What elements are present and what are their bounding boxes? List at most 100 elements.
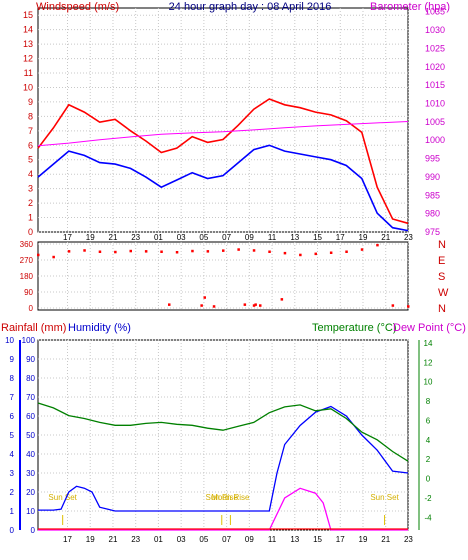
direction-point xyxy=(160,250,163,253)
direction-point xyxy=(314,252,317,256)
wind-x-tick-label: 23 xyxy=(404,233,413,242)
wind-x-tick-label: 23 xyxy=(131,233,140,242)
series-line-barometer xyxy=(37,121,409,147)
temperature-tick-label: 2 xyxy=(426,455,431,464)
direction-point xyxy=(283,251,287,255)
rainfall-tick-label: 1 xyxy=(10,507,15,516)
wind-x-tick-label: 19 xyxy=(359,233,368,242)
annotation-label: Moon Rise xyxy=(211,493,250,502)
windspeed-axis-label: Windspeed (m/s) xyxy=(36,1,119,13)
rainfall-tick-label: 0 xyxy=(10,526,15,535)
barometer-tick-label: 1035 xyxy=(425,7,445,17)
compass-tick-label: N xyxy=(438,303,446,315)
direction-degree-tick-label: 180 xyxy=(20,272,34,281)
direction-point xyxy=(114,250,117,254)
direction-point xyxy=(168,303,171,306)
annotation-label: Sun Set xyxy=(48,493,77,502)
windspeed-tick-label: 8 xyxy=(28,111,33,121)
wind-x-tick-label: 15 xyxy=(313,233,322,242)
wind-x-tick-label: 01 xyxy=(154,233,163,242)
direction-point xyxy=(252,304,256,307)
direction-point xyxy=(175,251,179,254)
humidity-tick-label: 30 xyxy=(26,469,35,478)
barometer-tick-label: 985 xyxy=(425,190,440,200)
temperature-tick-labels: -4 -2 0 2 4 6 8 10 12 14 xyxy=(424,339,433,522)
rainfall-tick-label: 4 xyxy=(10,450,15,459)
climate-x-tick-label: 23 xyxy=(404,535,413,544)
climate-panel-series xyxy=(37,402,409,531)
wind-panel-frame xyxy=(37,7,409,233)
temperature-tick-label: -4 xyxy=(424,513,432,522)
climate-x-tick-label: 19 xyxy=(86,535,95,544)
barometer-tick-label: 1005 xyxy=(425,117,445,127)
temperature-tick-label: -2 xyxy=(424,494,432,503)
direction-point xyxy=(259,304,262,307)
climate-x-tick-label: 11 xyxy=(268,535,277,544)
climate-x-tick-label: 23 xyxy=(131,535,140,544)
wind-x-tick-label: 17 xyxy=(336,233,345,242)
barometer-tick-label: 1025 xyxy=(425,43,445,53)
direction-point xyxy=(200,304,203,307)
humidity-axis-label: Humidity (%) xyxy=(68,322,131,334)
direction-point xyxy=(243,303,247,306)
annotation-label: Sun Rise xyxy=(206,493,239,502)
wind-x-tick-label: 11 xyxy=(268,233,277,242)
climate-x-tick-label: 03 xyxy=(177,535,186,544)
series-line-gust xyxy=(37,98,409,225)
direction-point xyxy=(67,250,71,253)
direction-point xyxy=(345,250,348,253)
windspeed-tick-label: 11 xyxy=(24,68,33,78)
direction-point xyxy=(203,296,206,299)
temperature-tick-label: 8 xyxy=(426,397,431,406)
humidity-tick-label: 80 xyxy=(26,374,35,383)
direction-point xyxy=(212,305,216,308)
temperature-tick-label: 0 xyxy=(426,475,431,484)
barometer-axis-label: Barometer (hpa) xyxy=(370,1,450,13)
series-line-temperature xyxy=(37,402,409,462)
rainfall-tick-label: 2 xyxy=(10,488,15,497)
rainfall-tick-label: 8 xyxy=(10,374,15,383)
barometer-tick-label: 980 xyxy=(425,209,440,219)
windspeed-tick-label: 10 xyxy=(23,82,33,92)
rainfall-tick-label: 6 xyxy=(10,412,15,421)
wind-panel-series xyxy=(37,98,409,232)
direction-point xyxy=(206,250,210,253)
direction-point xyxy=(376,243,379,247)
direction-point xyxy=(98,250,102,253)
barometer-tick-label: 1020 xyxy=(425,62,445,72)
direction-point xyxy=(52,255,55,259)
wind-x-tick-label: 07 xyxy=(222,233,231,242)
barometer-tick-label: 1010 xyxy=(425,98,445,108)
barometer-tick-label: 975 xyxy=(425,227,440,237)
humidity-tick-label: 10 xyxy=(26,507,35,516)
wind-x-tick-label: 21 xyxy=(109,233,118,242)
direction-point xyxy=(360,248,364,251)
rainfall-tick-label: 9 xyxy=(10,355,15,364)
direction-panel-frame xyxy=(37,241,409,311)
direction-point xyxy=(37,253,40,257)
direction-point xyxy=(391,304,395,307)
climate-x-tick-label: 15 xyxy=(313,535,322,544)
wind-x-tick-label: 19 xyxy=(86,233,95,242)
direction-point xyxy=(280,298,284,301)
temperature-tick-label: 10 xyxy=(424,378,433,387)
wind-x-tick-label: 17 xyxy=(63,233,72,242)
direction-degree-tick-label: 90 xyxy=(24,288,33,297)
direction-point xyxy=(222,249,225,252)
barometer-tick-label: 1015 xyxy=(425,80,445,90)
wind-x-tick-label: 03 xyxy=(177,233,186,242)
direction-point xyxy=(254,303,257,306)
humidity-tick-label: 20 xyxy=(26,488,35,497)
climate-x-tick-label: 07 xyxy=(222,535,231,544)
humidity-tick-label: 0 xyxy=(31,526,36,535)
temperature-tick-label: 12 xyxy=(424,358,433,367)
climate-x-tick-label: 13 xyxy=(290,535,299,544)
windspeed-tick-label: 9 xyxy=(28,97,33,107)
direction-panel-series xyxy=(37,243,410,308)
series-line-humidity xyxy=(38,405,409,512)
climate-x-tick-label: 09 xyxy=(245,535,254,544)
series-line-average xyxy=(37,144,409,232)
climate-x-tick-label: 17 xyxy=(336,535,345,544)
wind-panel-grid xyxy=(38,8,409,233)
